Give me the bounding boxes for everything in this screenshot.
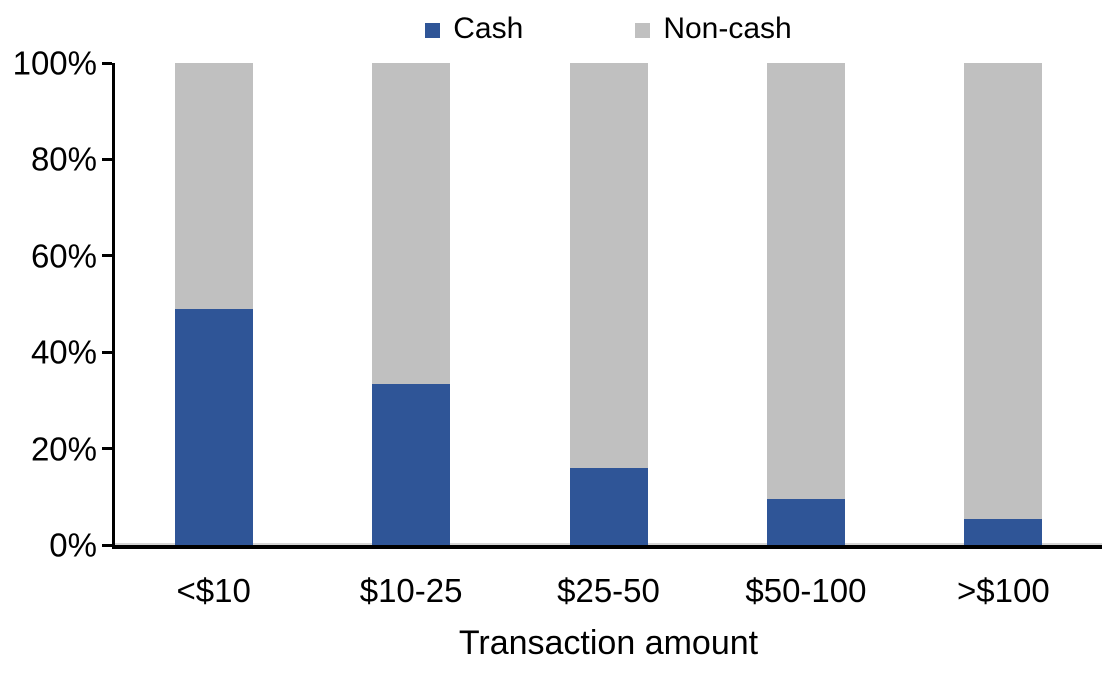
bar-segment-non-cash xyxy=(174,63,253,309)
y-axis-tick xyxy=(102,543,112,547)
x-axis-category-label: $10-25 xyxy=(359,572,463,609)
y-axis-tick xyxy=(102,350,112,354)
legend-item-cash: Cash xyxy=(425,14,523,44)
stacked-bar xyxy=(372,63,451,545)
legend-item-non-cash: Non-cash xyxy=(635,12,792,45)
y-axis-tick xyxy=(102,254,112,258)
x-axis-category-label: $25-50 xyxy=(557,572,660,609)
x-axis-category-label: >$100 xyxy=(956,572,1050,609)
stacked-bar xyxy=(766,63,845,545)
y-axis-labels: 0% 20% 40% 60% 80% 100% xyxy=(0,47,97,562)
bar-slot xyxy=(707,63,904,545)
x-axis-title: Transaction amount xyxy=(458,624,759,662)
y-axis-tick-label: 40% xyxy=(30,333,97,371)
plot-area xyxy=(102,61,1102,549)
bar-segment-cash xyxy=(766,499,845,545)
bar-segment-non-cash xyxy=(372,63,451,384)
y-axis-tick xyxy=(102,61,112,65)
stacked-bar xyxy=(569,63,648,545)
bar-slot xyxy=(510,63,707,545)
bar-segment-cash xyxy=(569,467,648,545)
y-axis-tick-label: 0% xyxy=(49,526,97,564)
stacked-bar xyxy=(964,63,1043,545)
y-axis-tick xyxy=(102,157,112,161)
bar-slot xyxy=(312,63,509,545)
bar-segment-non-cash xyxy=(766,63,845,500)
bar-segment-non-cash xyxy=(964,63,1043,519)
bar-slot xyxy=(115,63,312,545)
legend-swatch-icon xyxy=(635,22,651,38)
legend-swatch-icon xyxy=(425,22,441,38)
bar-segment-non-cash xyxy=(569,63,648,468)
x-axis-category-label: <$10 xyxy=(176,572,251,609)
bar-segment-cash xyxy=(372,383,451,545)
y-axis-tick xyxy=(102,447,112,451)
legend: Cash Non-cash xyxy=(115,10,1102,48)
y-axis-tick-label: 80% xyxy=(30,140,97,178)
legend-label: Cash xyxy=(453,12,524,45)
x-axis-labels: <$10 $10-25 $25-50 $50-100 >$100 xyxy=(115,574,1102,607)
x-axis-category-label: $50-100 xyxy=(745,572,867,609)
y-axis-tick-label: 20% xyxy=(30,430,97,468)
stacked-bar xyxy=(174,63,253,545)
bar-segment-cash xyxy=(174,308,253,545)
bars-container xyxy=(115,63,1102,545)
legend-label: Non-cash xyxy=(663,12,792,45)
y-axis-tick-label: 60% xyxy=(30,237,97,275)
bar-slot xyxy=(905,63,1102,545)
bar-segment-cash xyxy=(964,518,1043,545)
y-axis-tick-label: 100% xyxy=(12,44,97,82)
